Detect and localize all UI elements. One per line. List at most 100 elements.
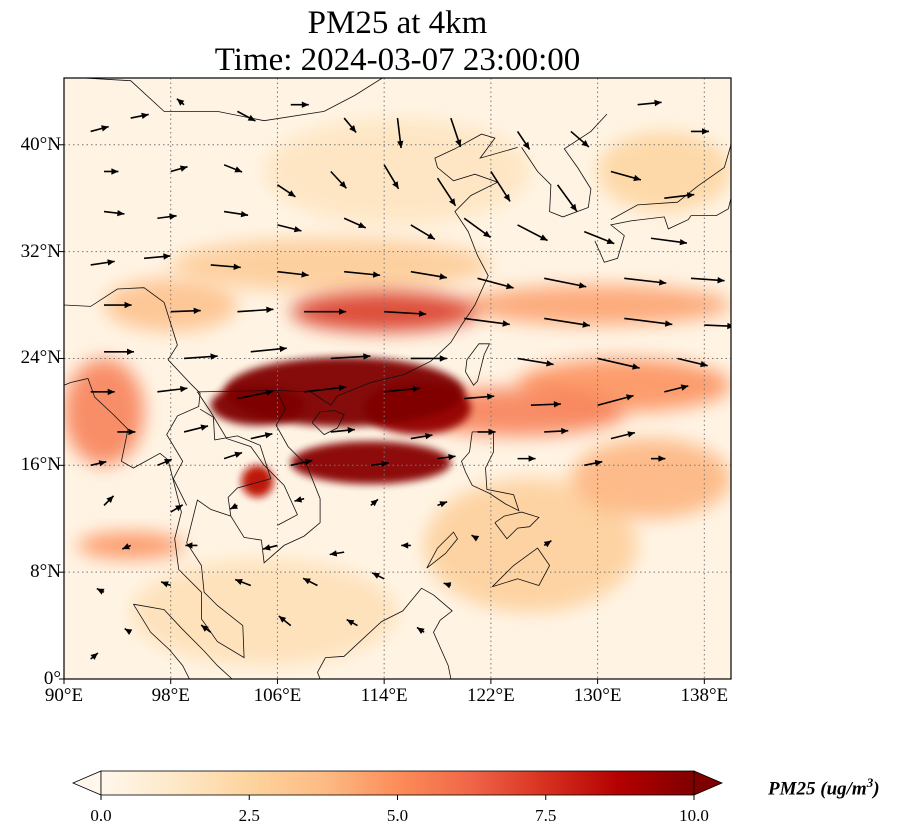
wind-arrow [185, 542, 198, 549]
wind-arrow [234, 578, 252, 587]
colorbar-tick-label: 0.0 [90, 806, 112, 825]
wind-arrow [516, 130, 531, 150]
colorbar-tick-label: 5.0 [386, 806, 409, 825]
wind-arrow [90, 125, 109, 133]
wind-arrow [464, 317, 510, 327]
x-tick-label: 90°E [44, 685, 84, 706]
pm25-patch [64, 358, 145, 466]
y-tick-label: 32°N [20, 240, 61, 262]
wind-arrow [346, 618, 358, 627]
wind-arrow [410, 270, 447, 280]
wind-arrow [584, 459, 603, 467]
wind-arrow [490, 171, 511, 202]
wind-arrow [384, 310, 427, 317]
wind-arrow [237, 110, 256, 122]
wind-arrow [344, 270, 381, 278]
pm25-patch [241, 465, 274, 498]
pm25-patch [597, 131, 731, 212]
wind-arrow [463, 217, 492, 239]
colorbar-tick-label: 7.5 [535, 806, 557, 825]
pm25-field [64, 118, 731, 666]
wind-arrow [370, 460, 389, 467]
colorbar-label: PM25 (ug/m3) [768, 775, 880, 800]
wind-arrow [250, 345, 287, 353]
wind-arrow [104, 348, 135, 355]
wind-arrow [304, 384, 347, 393]
wind-arrow [401, 542, 411, 549]
wind-arrow [517, 455, 536, 462]
wind-arrow [664, 384, 689, 393]
wind-arrow [544, 427, 569, 435]
wind-arrow [690, 128, 709, 135]
wind-arrow [262, 544, 278, 551]
pm25-patch [290, 441, 451, 485]
wind-arrow [160, 581, 172, 588]
mindanao-line [491, 547, 551, 588]
wind-arrow [464, 393, 495, 400]
wind-arrow [597, 394, 634, 406]
indochina-coast-line [64, 378, 321, 659]
wind-arrow [437, 501, 448, 508]
wind-arrow [276, 184, 296, 198]
wind-arrow [90, 652, 99, 660]
taiwan-line [465, 343, 491, 386]
wind-arrow [157, 385, 188, 393]
wind-arrow [183, 424, 209, 433]
colorbar-tick-label: 2.5 [238, 806, 260, 825]
wind-arrow [90, 388, 115, 396]
korea-coast-line [521, 113, 608, 218]
y-tick-label: 8°N [30, 561, 61, 583]
palawan-line [426, 531, 458, 569]
wind-arrow [471, 534, 480, 542]
wind-arrow [237, 389, 274, 400]
pm25-patch [424, 478, 638, 613]
borneo-north-line [325, 587, 453, 679]
pm25-patch [210, 385, 305, 426]
wind-arrow [530, 401, 561, 408]
wind-arrow [664, 192, 695, 199]
wind-arrow [223, 451, 243, 460]
y-tick-label: 16°N [20, 454, 61, 476]
wind-arrow [121, 543, 132, 550]
wind-arrow [443, 582, 452, 589]
wind-arrow [330, 427, 355, 434]
map-title: PM25 at 4km [307, 5, 488, 41]
wind-arrow [370, 498, 379, 507]
wind-arrow [610, 431, 636, 440]
map-frame [63, 77, 732, 680]
x-tick-label: 106°E [253, 685, 302, 706]
x-tick-label: 98°E [151, 685, 190, 706]
sumatra-south-line [133, 603, 190, 679]
wind-arrow [637, 99, 662, 107]
wind-arrow [597, 357, 640, 370]
wind-arrow [200, 624, 212, 633]
wind-arrow [90, 259, 115, 266]
wind-arrow [410, 433, 433, 440]
pm25-patch [104, 278, 238, 332]
wind-arrow [416, 626, 425, 634]
wind-arrow [624, 317, 673, 327]
wind-arrow [170, 165, 188, 173]
wind-arrow [650, 237, 688, 246]
wind-arrow [130, 112, 149, 119]
colorbar-label-exponent: 3 [866, 775, 874, 790]
wind-arrow [176, 98, 185, 106]
wind-arrow [103, 210, 125, 217]
wind-arrow [544, 277, 587, 289]
x-tick-label: 122°E [467, 685, 515, 706]
wind-arrow [343, 117, 357, 133]
wind-arrow [517, 357, 554, 367]
myanmar-border-line [163, 302, 201, 506]
wind-arrow [90, 460, 107, 467]
colorbar-min-extension [71, 770, 102, 796]
wind-arrow [544, 317, 590, 328]
wind-arrow [330, 353, 371, 360]
wind-arrow [290, 458, 313, 467]
wind-arrow [371, 572, 385, 580]
wind-arrow [170, 307, 201, 314]
colorbar-label-text: PM25 (ug/m [768, 778, 867, 800]
wind-arrow [250, 432, 273, 440]
wind-arrow [124, 627, 133, 635]
himalaya-border-line [64, 287, 165, 307]
